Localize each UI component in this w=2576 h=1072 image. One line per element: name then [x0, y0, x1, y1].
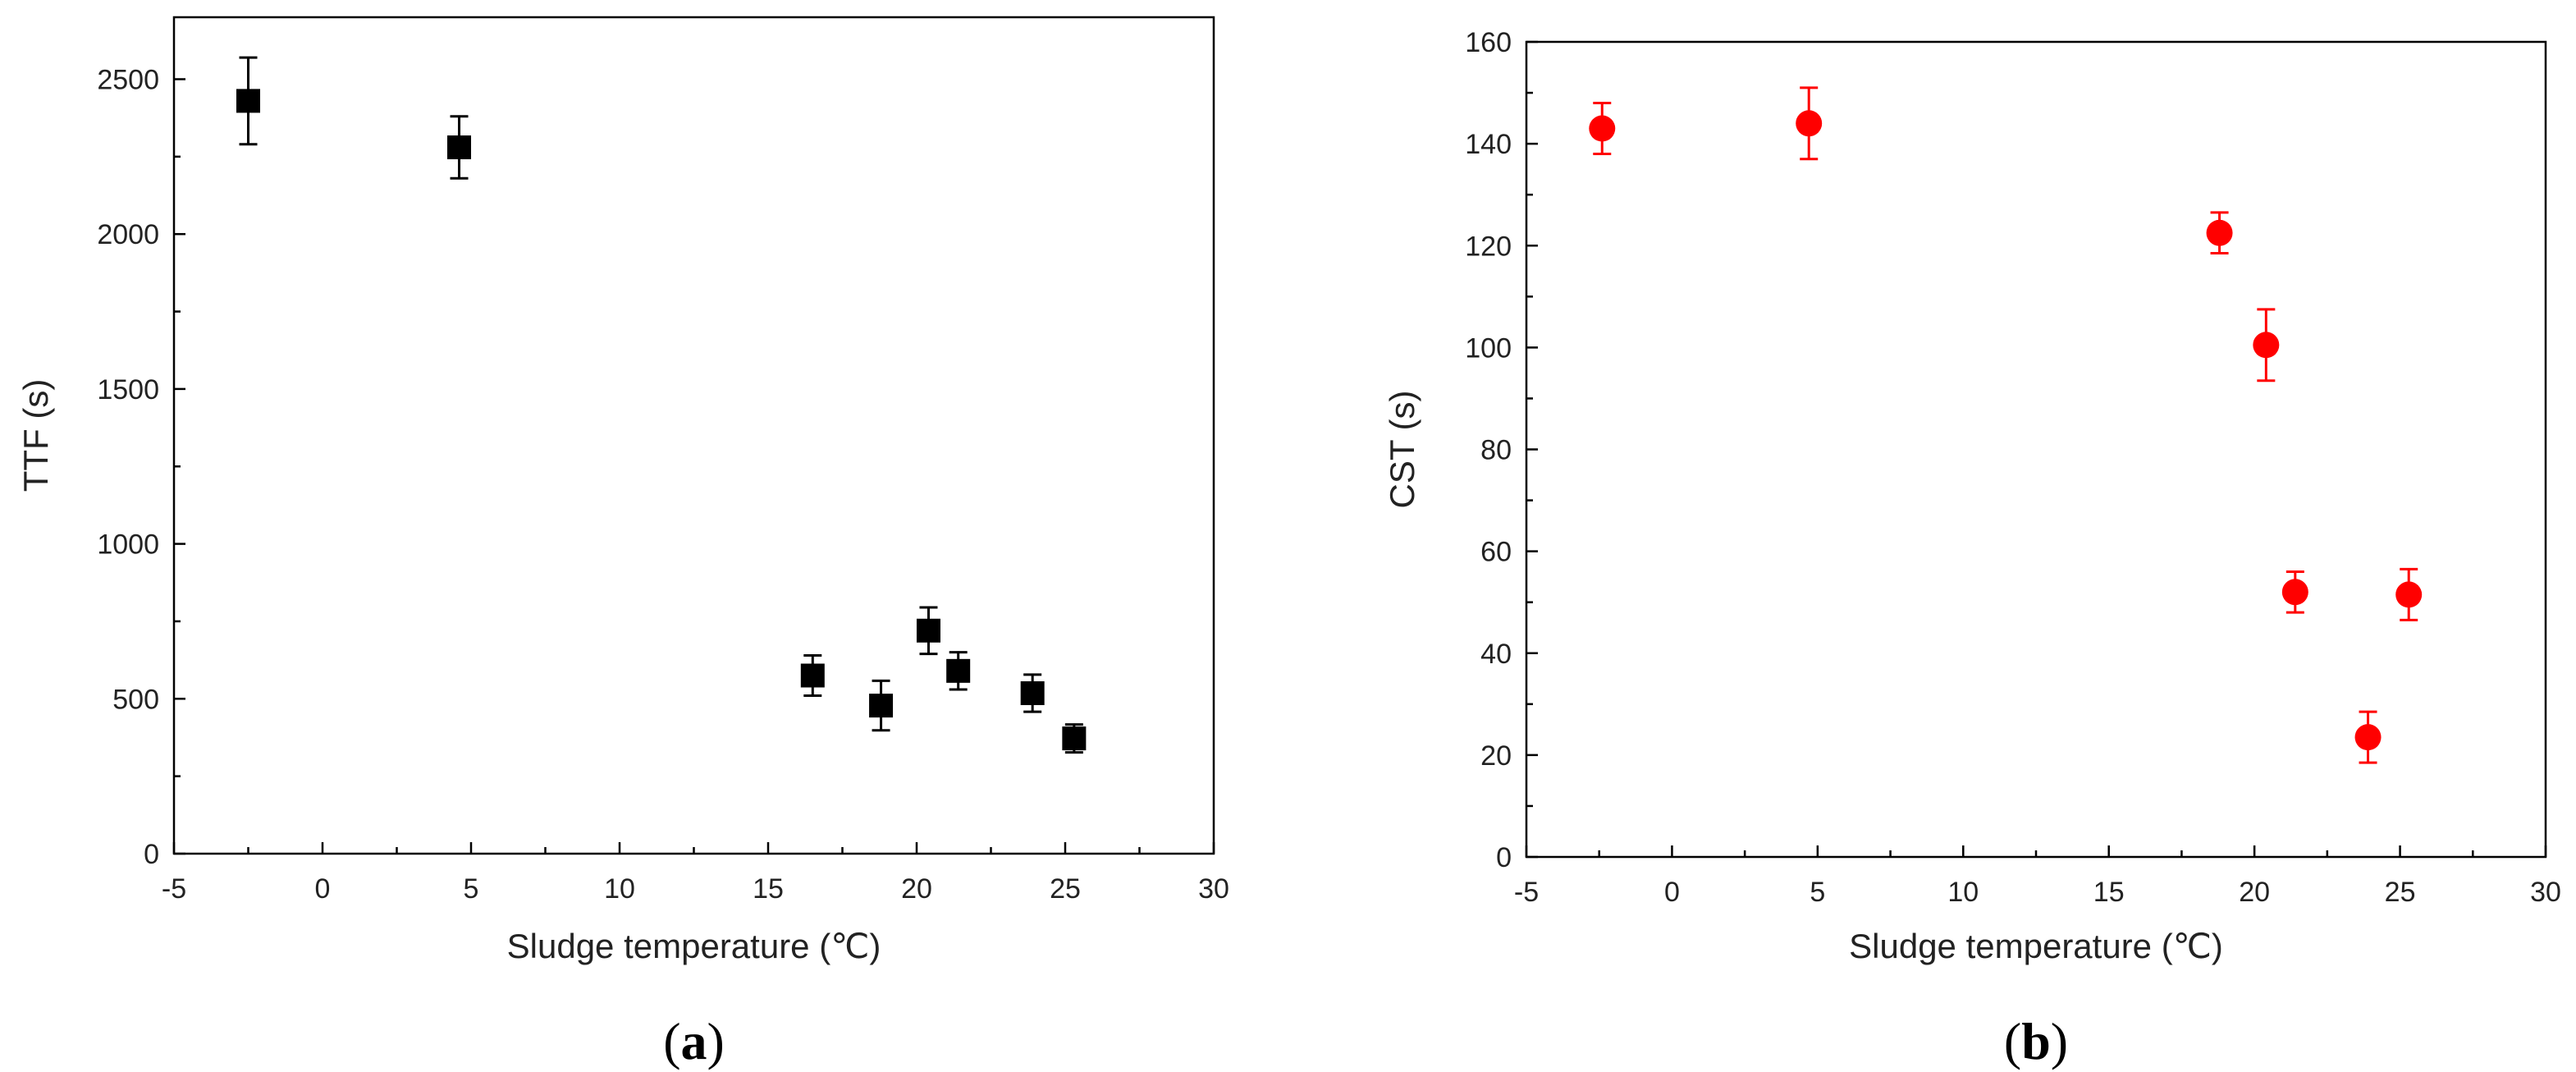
chart-b-x-tick-label: 25: [2385, 877, 2416, 908]
chart-a-x-tick-label: 10: [604, 873, 635, 905]
chart-a-x-axis-title: Sludge temperature (℃): [507, 927, 881, 965]
chart-a-x-tick-label: 20: [901, 873, 932, 905]
chart-b-y-tick-label: 40: [1480, 639, 1512, 670]
chart-a-data-point: [236, 89, 260, 113]
chart-b-y-tick-label: 100: [1465, 332, 1512, 364]
chart-a-data-point: [1062, 726, 1087, 751]
chart-b-data-point: [2206, 219, 2233, 246]
chart-b-panel-label: (b): [2004, 1012, 2068, 1070]
chart-b-x-tick-label: 10: [1947, 877, 1979, 908]
chart-a-y-axis-title: TTF (s): [16, 379, 55, 492]
chart-b-panel-label-close-paren: ): [2051, 1012, 2068, 1070]
chart-a-y-tick-label: 1000: [97, 529, 159, 561]
chart-b-data-point: [2253, 332, 2280, 359]
chart-a-x-tick-label: 25: [1050, 873, 1081, 905]
chart-b-panel-label-letter: b: [2021, 1012, 2051, 1070]
chart-b-y-tick-label: 160: [1465, 27, 1512, 58]
chart-b-x-tick-label: 5: [1810, 877, 1825, 908]
chart-b-x-axis-title: Sludge temperature (℃): [1849, 927, 2223, 965]
chart-a-plot-frame: [172, 16, 1215, 855]
chart-a-panel-label-open-paren: (: [663, 1012, 680, 1070]
chart-b-panel-label-open-paren: (: [2004, 1012, 2021, 1070]
chart-a-panel-label: (a): [663, 1012, 725, 1070]
chart-b-data-point: [2281, 579, 2308, 606]
chart-a-x-tick-label: -5: [162, 873, 186, 905]
chart-a-data-point: [916, 618, 940, 643]
chart-a-data-point: [869, 694, 894, 718]
chart-a-x-tick-label: 30: [1198, 873, 1229, 905]
chart-a-x-tick-label: 0: [315, 873, 331, 905]
chart-b-y-tick-label: 120: [1465, 231, 1512, 262]
chart-b-y-tick-label: 80: [1480, 435, 1512, 466]
chart-b-x-tick-label: 30: [2530, 877, 2561, 908]
chart-b-data-point: [1589, 115, 1616, 142]
chart-a-data-point: [800, 663, 825, 688]
chart-a-x-tick-label: 5: [464, 873, 479, 905]
chart-b-data-point: [1796, 110, 1823, 137]
chart-b-data-point: [2354, 724, 2382, 751]
chart-a-data-point: [1020, 681, 1045, 706]
chart-a-panel-label-letter: a: [681, 1012, 707, 1070]
chart-a-y-tick-label: 500: [112, 684, 159, 715]
chart-a-y-tick-label: 2500: [97, 64, 159, 95]
chart-a-y-tick-label: 0: [144, 839, 159, 870]
chart-b-data-points: [1589, 86, 2423, 764]
chart-b-plot-frame: [1525, 40, 2547, 859]
chart-b-y-tick-label: 20: [1480, 740, 1512, 772]
chart-b-x-tick-label: 0: [1664, 877, 1680, 908]
chart-b-x-tick-label: 15: [2093, 877, 2125, 908]
chart-a-y-tick-label: 2000: [97, 219, 159, 250]
chart-b-y-tick-label: 0: [1496, 842, 1512, 873]
chart-a-x-tick-label: 15: [753, 873, 784, 905]
chart-a-ticks: [172, 78, 1215, 855]
chart-a-data-points: [236, 56, 1087, 754]
chart-b-x-tick-label: 20: [2239, 877, 2270, 908]
chart-b-y-tick-label: 60: [1480, 537, 1512, 568]
chart-b-y-axis-title: CST (s): [1383, 391, 1421, 509]
chart-b-data-point: [2395, 581, 2423, 608]
chart-a-panel-label-close-paren: ): [707, 1012, 725, 1070]
chart-b-x-tick-label: -5: [1514, 877, 1539, 908]
chart-b-y-tick-label: 140: [1465, 129, 1512, 160]
chart-a-data-point: [447, 135, 472, 160]
chart-a-data-point: [946, 658, 971, 683]
chart-a-y-tick-label: 1500: [97, 374, 159, 405]
